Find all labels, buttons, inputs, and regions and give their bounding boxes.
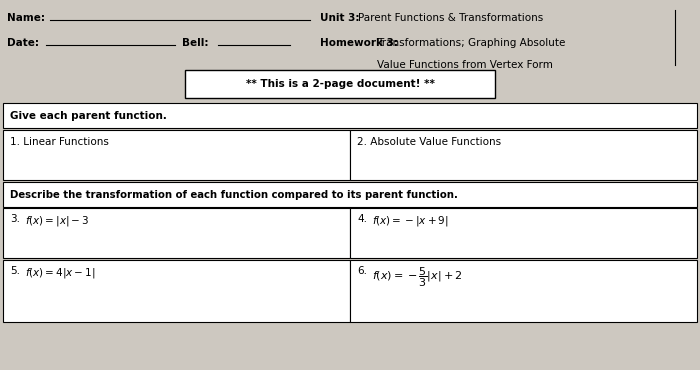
Text: 3.: 3. [10,214,20,224]
Text: Homework 3:: Homework 3: [320,38,398,48]
Text: $f(x)=-\dfrac{5}{3}|x|+2$: $f(x)=-\dfrac{5}{3}|x|+2$ [372,266,463,289]
Text: $f(x)=4|x-1|$: $f(x)=4|x-1|$ [25,266,95,280]
Text: 2. Absolute Value Functions: 2. Absolute Value Functions [357,137,501,147]
FancyBboxPatch shape [350,130,697,180]
Text: Parent Functions & Transformations: Parent Functions & Transformations [358,13,543,23]
Text: Transformations; Graphing Absolute: Transformations; Graphing Absolute [377,38,566,48]
Text: Unit 3:: Unit 3: [320,13,360,23]
Text: 1. Linear Functions: 1. Linear Functions [10,137,109,147]
Text: Give each parent function.: Give each parent function. [10,111,167,121]
Text: Name:: Name: [7,13,45,23]
Text: $f(x)=-|x+9|$: $f(x)=-|x+9|$ [372,214,449,228]
Text: Value Functions from Vertex Form: Value Functions from Vertex Form [377,60,553,70]
Text: 6.: 6. [357,266,367,276]
Text: 4.: 4. [357,214,367,224]
FancyBboxPatch shape [3,130,350,180]
FancyBboxPatch shape [3,208,350,258]
Text: $f(x)=|x|-3$: $f(x)=|x|-3$ [25,214,89,228]
FancyBboxPatch shape [3,182,697,207]
FancyBboxPatch shape [185,70,495,98]
FancyBboxPatch shape [3,103,697,128]
Text: Describe the transformation of each function compared to its parent function.: Describe the transformation of each func… [10,189,458,199]
Text: 5.: 5. [10,266,20,276]
Text: ** This is a 2-page document! **: ** This is a 2-page document! ** [246,79,435,89]
Text: Date:: Date: [7,38,39,48]
FancyBboxPatch shape [3,260,350,322]
Text: Bell:: Bell: [182,38,209,48]
FancyBboxPatch shape [350,260,697,322]
FancyBboxPatch shape [350,208,697,258]
